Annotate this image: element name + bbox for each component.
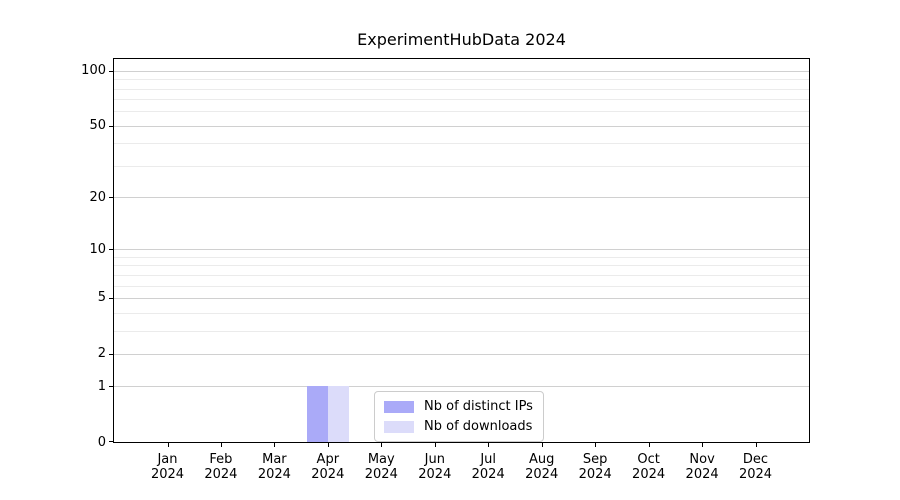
x-label-year-mar: 2024 bbox=[257, 467, 291, 482]
x-tick-may bbox=[381, 442, 383, 447]
x-label-month-jul: Jul bbox=[480, 452, 497, 467]
y-tick-50 bbox=[109, 125, 114, 127]
x-tick-label-mar: Mar 2024 bbox=[234, 452, 314, 482]
x-label-year-sep: 2024 bbox=[578, 467, 612, 482]
x-tick-label-jul: Jul 2024 bbox=[448, 452, 528, 482]
x-label-month-apr: Apr bbox=[316, 452, 340, 467]
x-tick-label-may: May 2024 bbox=[341, 452, 421, 482]
gridline-minor-y-90 bbox=[114, 79, 809, 81]
legend-swatch bbox=[384, 400, 414, 413]
y-tick-100 bbox=[109, 70, 114, 72]
y-tick-0 bbox=[109, 441, 114, 442]
x-label-month-may: May bbox=[367, 452, 395, 467]
x-tick-feb bbox=[220, 442, 222, 447]
x-label-month-feb: Feb bbox=[209, 452, 233, 467]
x-label-year-apr: 2024 bbox=[311, 467, 345, 482]
gridline-minor-y-9 bbox=[114, 256, 809, 258]
x-tick-sep bbox=[595, 442, 597, 447]
x-tick-label-aug: Aug 2024 bbox=[502, 452, 582, 482]
x-label-month-aug: Aug bbox=[528, 452, 555, 467]
gridline-minor-y-30 bbox=[114, 165, 809, 167]
gridline-minor-y-8 bbox=[114, 265, 809, 267]
y-tick-label-1: 1 bbox=[97, 378, 106, 394]
x-tick-jul bbox=[488, 442, 490, 447]
y-tick-20 bbox=[109, 197, 114, 199]
gridline-major-y-100 bbox=[114, 70, 809, 72]
gridline-minor-y-7 bbox=[114, 274, 809, 276]
y-tick-label-100: 100 bbox=[81, 63, 106, 79]
x-tick-apr bbox=[327, 442, 329, 447]
y-tick-label-50: 50 bbox=[89, 118, 106, 134]
x-tick-label-sep: Sep 2024 bbox=[555, 452, 635, 482]
y-tick-label-20: 20 bbox=[89, 189, 106, 205]
gridline-minor-y-40 bbox=[114, 143, 809, 145]
legend-label: Nb of distinct IPs bbox=[424, 399, 533, 414]
x-tick-label-feb: Feb 2024 bbox=[181, 452, 261, 482]
x-label-year-nov: 2024 bbox=[685, 467, 719, 482]
x-tick-jun bbox=[434, 442, 436, 447]
legend-entry: Nb of downloads bbox=[384, 419, 533, 434]
x-tick-aug bbox=[541, 442, 543, 447]
x-tick-label-oct: Oct 2024 bbox=[609, 452, 689, 482]
legend-swatch bbox=[384, 420, 414, 433]
x-tick-label-nov: Nov 2024 bbox=[662, 452, 742, 482]
x-label-month-dec: Dec bbox=[742, 452, 769, 467]
x-tick-label-dec: Dec 2024 bbox=[716, 452, 796, 482]
legend: Nb of distinct IPs Nb of downloads bbox=[374, 391, 544, 442]
gridline-minor-y-80 bbox=[114, 88, 809, 90]
x-tick-oct bbox=[648, 442, 650, 447]
x-label-year-jul: 2024 bbox=[471, 467, 505, 482]
x-label-month-nov: Nov bbox=[689, 452, 715, 467]
x-label-month-mar: Mar bbox=[262, 452, 287, 467]
bar-nb-of-downloads-apr bbox=[327, 386, 350, 442]
bar-nb-of-distinct-ips-apr bbox=[306, 386, 328, 442]
gridline-minor-y-3 bbox=[114, 330, 809, 332]
gridline-major-y-5 bbox=[114, 297, 809, 299]
y-tick-1 bbox=[109, 386, 114, 388]
gridline-minor-y-6 bbox=[114, 285, 809, 287]
gridline-major-y-10 bbox=[114, 249, 809, 251]
gridline-major-y-2 bbox=[114, 353, 809, 355]
x-label-year-oct: 2024 bbox=[632, 467, 666, 482]
x-tick-label-apr: Apr 2024 bbox=[288, 452, 368, 482]
x-label-year-dec: 2024 bbox=[738, 467, 773, 482]
y-tick-2 bbox=[109, 353, 114, 355]
x-tick-mar bbox=[274, 442, 276, 447]
x-tick-nov bbox=[702, 442, 704, 447]
y-tick-label-10: 10 bbox=[89, 241, 106, 257]
x-label-month-jun: Jun bbox=[424, 452, 445, 467]
gridline-minor-y-70 bbox=[114, 99, 809, 101]
y-tick-label-0: 0 bbox=[97, 434, 106, 450]
plot-area: 0 1 2 5 10 20 50 100 Jan 2024 Feb 2024 Mar 2024 Apr 202… bbox=[81, 58, 810, 482]
gridline-major-y-1 bbox=[114, 386, 809, 388]
legend-entry: Nb of distinct IPs bbox=[384, 399, 533, 414]
gridline-minor-y-60 bbox=[114, 111, 809, 113]
x-label-year-jan: 2024 bbox=[150, 467, 185, 482]
x-label-month-sep: Sep bbox=[582, 452, 608, 467]
x-label-year-may: 2024 bbox=[364, 467, 398, 482]
x-tick-label-jun: Jun 2024 bbox=[395, 452, 475, 482]
x-label-month-oct: Oct bbox=[637, 452, 660, 467]
x-label-month-jan: Jan bbox=[157, 452, 178, 467]
y-tick-10 bbox=[109, 249, 114, 251]
y-tick-label-2: 2 bbox=[97, 346, 106, 362]
x-tick-label-jan: Jan 2024 bbox=[128, 452, 208, 482]
gridline-major-y-20 bbox=[114, 197, 809, 199]
x-tick-dec bbox=[755, 442, 757, 447]
gridline-major-y-50 bbox=[114, 125, 809, 127]
chart-title: ExperimentHubData 2024 bbox=[357, 30, 566, 49]
x-label-year-feb: 2024 bbox=[204, 467, 238, 482]
x-label-year-aug: 2024 bbox=[525, 467, 559, 482]
x-tick-jan bbox=[167, 442, 169, 447]
x-label-year-jun: 2024 bbox=[418, 467, 452, 482]
y-tick-label-5: 5 bbox=[97, 290, 106, 306]
y-tick-5 bbox=[109, 297, 114, 299]
gridline-minor-y-4 bbox=[114, 312, 809, 314]
legend-label: Nb of downloads bbox=[424, 419, 533, 434]
